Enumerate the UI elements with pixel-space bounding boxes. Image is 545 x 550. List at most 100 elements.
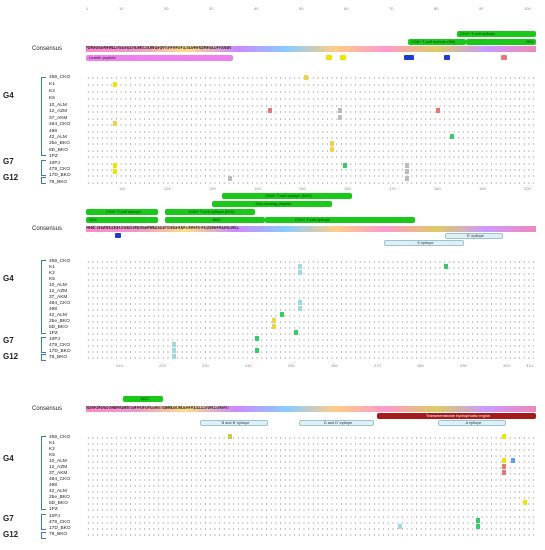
isolate-label: 17D_BKO: [49, 173, 71, 178]
isolate-label: 78_BKO: [49, 355, 68, 360]
group-label-g12: G12: [3, 530, 19, 539]
mutation-cell: [511, 458, 515, 463]
alignment-row: [86, 142, 534, 146]
ruler-tick: 20: [164, 6, 169, 11]
ruler-top: 1 10 20 30 40 50 60 70 80 90 100: [86, 6, 537, 14]
alignment-row: [86, 320, 534, 324]
mutation-cell: [405, 176, 409, 181]
isolate-label: 1PZ: [49, 507, 58, 512]
alignment-row: [86, 290, 534, 294]
alignment-row: [86, 460, 534, 464]
cd4-epitope-bar: CD4+ T-cell epitope: [457, 31, 536, 37]
ruler-tick: 100: [524, 6, 531, 11]
cd4-epitope-bar: CD4+ T-cell epitope: [86, 209, 158, 215]
isolate-label: K1: [49, 265, 55, 270]
isolate-label: 17D_BKO: [49, 349, 71, 354]
isolate-label: 1PZ: [49, 331, 58, 336]
alignment-row: [86, 168, 534, 172]
group-label-g4: G4: [3, 274, 14, 283]
alignment-row: [86, 272, 534, 276]
ruler-tick: 240: [245, 363, 252, 368]
consensus-label: Consensus: [32, 46, 63, 52]
zinc-binding-peptide-bar: Zinc-binding peptide: [212, 201, 332, 207]
mutation-cell: [450, 134, 454, 139]
alignment-row: [86, 436, 534, 440]
nd1-bar: ND1: [466, 39, 536, 45]
alignment-row: [86, 162, 534, 166]
isolate-label: 37_AKM: [49, 116, 68, 121]
ruler-tick: 190: [479, 186, 486, 191]
group-bracket-g4: [41, 260, 46, 334]
group-bracket-g4: [41, 436, 46, 510]
group-bracket-g7: [41, 514, 46, 530]
isolate-label: 42_ALM: [49, 489, 67, 494]
ruler-tick: 180: [434, 186, 441, 191]
mutation-cell: [502, 470, 506, 475]
mutation-cell: [228, 434, 232, 439]
alignment-row: [86, 174, 534, 178]
mutation-cell: [113, 163, 117, 168]
mutation-cell: [502, 464, 506, 469]
ruler-tick: 70: [389, 6, 394, 11]
cd8-n8-epitope-bar: CD8+ T-cell epitope (N8): [408, 39, 466, 45]
ruler-tick: 310: [526, 363, 533, 368]
isolate-label: 2be_BKO: [49, 141, 70, 146]
isolate-label: 498: [49, 483, 58, 488]
mutation-cell: [113, 82, 117, 87]
alignment-row: [86, 454, 534, 458]
ruler-tick: 200: [524, 186, 531, 191]
isolate-label: 479_CKO: [49, 520, 71, 525]
isolate-label: 484_CKO: [49, 477, 71, 482]
isolate-label: 479_CKO: [49, 167, 71, 172]
group-label-g7: G7: [3, 157, 14, 166]
alignment-row: [86, 76, 534, 80]
isolate-label: 2be_BKO: [49, 319, 70, 324]
ruler-tick: 1: [86, 6, 89, 11]
d-prime-epitope-bar: D and D' epitope: [299, 420, 374, 426]
ruler-tick: 160: [344, 186, 351, 191]
group-bracket-g7: [41, 160, 46, 176]
alignment-panel-3: ND3 Consensus NQTARRTPRSASCRTPWWPAAGWRNY…: [0, 390, 545, 548]
ruler-tick: 40: [254, 6, 259, 11]
consensus-sequence: NQTARRTPRSASCRTPWWPAAGWRNYTSSAPPPGAPGPAG…: [86, 406, 536, 412]
ruler-tick: 50: [299, 6, 304, 11]
nd2-bar: ND2: [165, 217, 265, 223]
ruler-tick: 280: [417, 363, 424, 368]
mutation-cell: [172, 354, 176, 359]
group-label-g4: G4: [3, 91, 14, 100]
alignment-row: [86, 490, 534, 494]
isolate-label: 498: [49, 129, 58, 134]
isolate-label: 17D_BKO: [49, 526, 71, 531]
mutation-cell: [502, 458, 506, 463]
isolate-label: 42_ALM: [49, 313, 67, 318]
alignment-row: [86, 308, 534, 312]
alignment-row: [86, 326, 534, 330]
alignment-row: [86, 155, 534, 159]
consensus-label: Consensus: [32, 406, 63, 412]
alignment-row: [86, 83, 534, 87]
alignment-row: [86, 496, 534, 500]
alignment-panel-1: 1 10 20 30 40 50 60 70 80 90 100 CD4+ T-…: [0, 0, 545, 191]
alignment-row: [86, 508, 534, 512]
a-epitope-bar: A epitope: [438, 420, 506, 426]
ruler-tick: 230: [202, 363, 209, 368]
ruler-tick: 90: [479, 6, 484, 11]
group-bracket-g12: [41, 177, 46, 184]
group-bracket-g7: [41, 337, 46, 353]
isolate-label: K5: [49, 96, 55, 101]
alignment-row: [86, 502, 534, 506]
mutation-cell: [294, 330, 298, 335]
isolate-label: K1: [49, 441, 55, 446]
ruler-tick: 120: [164, 186, 171, 191]
alignment-row: [86, 472, 534, 476]
ruler-tick: 140: [254, 186, 261, 191]
group-label-g7: G7: [3, 514, 14, 523]
isolate-label: 12_AZM: [49, 465, 68, 470]
ruler-tick: 270: [374, 363, 381, 368]
transmembrane-region-bar: Transmembrane hydrophobic region: [377, 413, 536, 419]
alignment-row: [86, 484, 534, 488]
isolate-label: 479_CKO: [49, 343, 71, 348]
isolate-label: 10_ALM: [49, 283, 67, 288]
alignment-row: [86, 332, 534, 336]
mutation-cell: [298, 306, 302, 311]
